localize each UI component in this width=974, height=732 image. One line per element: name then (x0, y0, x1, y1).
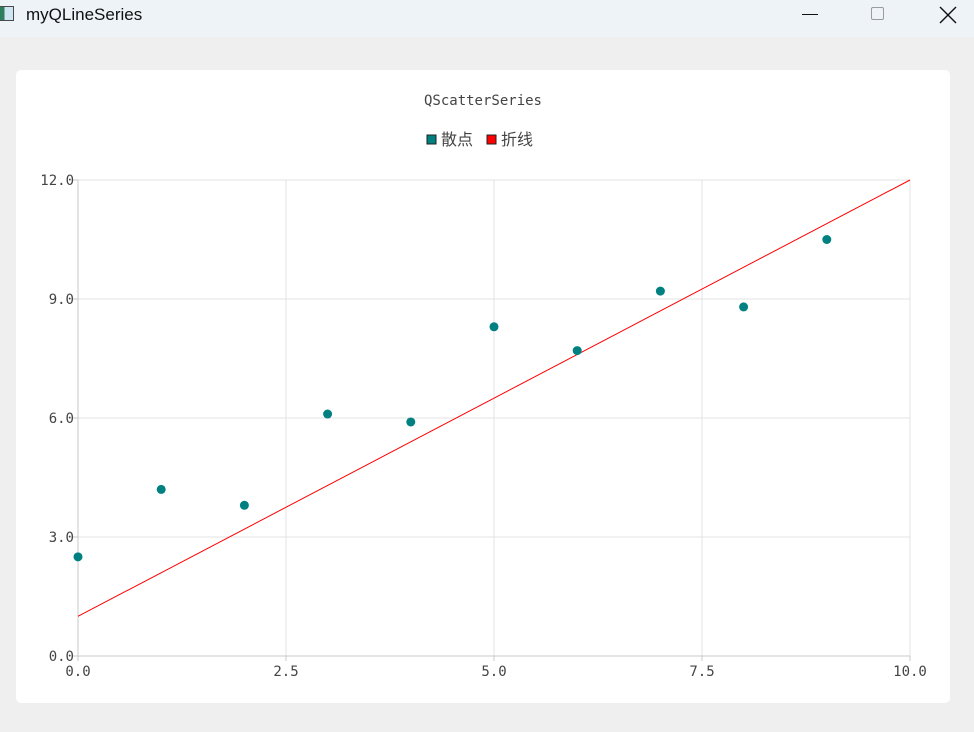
y-tick-label: 0.0 (49, 649, 74, 665)
axes: 0.0 2.5 5.0 7.5 10.0 0.0 3.0 6.0 9.0 12.0 (40, 173, 927, 680)
title-bar: myQLineSeries (0, 0, 974, 37)
series-layer (73, 179, 911, 617)
y-tick-label: 6.0 (49, 411, 74, 427)
close-icon (939, 6, 957, 24)
x-tick-label: 2.5 (273, 664, 298, 680)
scatter-point (739, 302, 749, 312)
scatter-point (655, 286, 665, 296)
grid-lines (77, 179, 911, 657)
legend-swatch (426, 134, 437, 145)
window-title: myQLineSeries (26, 5, 143, 24)
x-tick-label: 10.0 (893, 664, 927, 680)
maximize-icon (871, 7, 884, 20)
minimize-icon (802, 14, 818, 15)
close-button[interactable] (926, 0, 972, 32)
scatter-point (489, 322, 499, 332)
app-icon (0, 6, 14, 21)
y-tick-label: 9.0 (49, 292, 74, 308)
legend-item: 折线 (486, 130, 533, 149)
scatter-chart: QScatterSeries 散点 折线 0.0 2.5 5.0 7.5 10.0 0.0 3… (40, 93, 927, 680)
chart-title: QScatterSeries (424, 93, 542, 109)
scatter-point (572, 346, 582, 356)
chart-view: QScatterSeries 散点 折线 0.0 2.5 5.0 7.5 10.0 0.0 3… (16, 70, 950, 703)
scatter-point (239, 500, 249, 510)
chart-legend: 散点 折线 (426, 130, 533, 149)
scatter-point (156, 484, 166, 494)
minimize-button[interactable] (786, 0, 832, 32)
y-tick-label: 12.0 (40, 173, 74, 189)
maximize-button[interactable] (856, 0, 902, 32)
legend-label: 散点 (441, 130, 473, 149)
y-tick-label: 3.0 (49, 530, 74, 546)
scatter-point (73, 552, 83, 562)
x-tick-label: 5.0 (481, 664, 506, 680)
x-tick-label: 0.0 (65, 664, 90, 680)
scatter-point (822, 235, 832, 244)
legend-item: 散点 (426, 130, 473, 149)
scatter-point (323, 409, 333, 419)
scatter-point (406, 417, 416, 427)
legend-swatch (486, 134, 497, 145)
line-series (77, 179, 911, 617)
legend-label: 折线 (501, 130, 533, 149)
x-tick-label: 7.5 (689, 664, 714, 680)
